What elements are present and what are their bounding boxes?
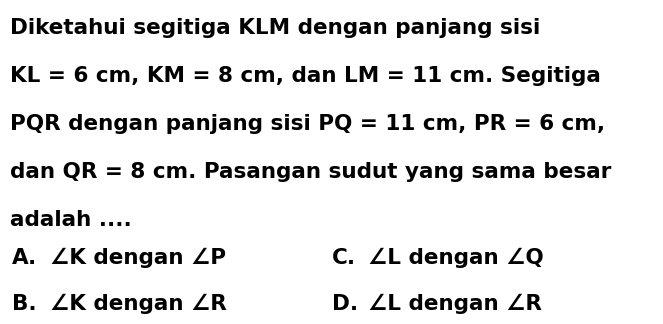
Text: D.: D. (332, 294, 357, 314)
Text: B.: B. (12, 294, 36, 314)
Text: ∠L dengan ∠Q: ∠L dengan ∠Q (368, 248, 544, 268)
Text: A.: A. (12, 248, 37, 268)
Text: ∠K dengan ∠R: ∠K dengan ∠R (50, 294, 227, 314)
Text: dan QR = 8 cm. Pasangan sudut yang sama besar: dan QR = 8 cm. Pasangan sudut yang sama … (10, 162, 611, 182)
Text: Diketahui segitiga KLM dengan panjang sisi: Diketahui segitiga KLM dengan panjang si… (10, 18, 540, 38)
Text: KL = 6 cm, KM = 8 cm, dan LM = 11 cm. Segitiga: KL = 6 cm, KM = 8 cm, dan LM = 11 cm. Se… (10, 66, 601, 86)
Text: PQR dengan panjang sisi PQ = 11 cm, PR = 6 cm,: PQR dengan panjang sisi PQ = 11 cm, PR =… (10, 114, 605, 134)
Text: C.: C. (332, 248, 355, 268)
Text: ∠K dengan ∠P: ∠K dengan ∠P (50, 248, 225, 268)
Text: ∠L dengan ∠R: ∠L dengan ∠R (368, 294, 542, 314)
Text: adalah ....: adalah .... (10, 210, 132, 230)
